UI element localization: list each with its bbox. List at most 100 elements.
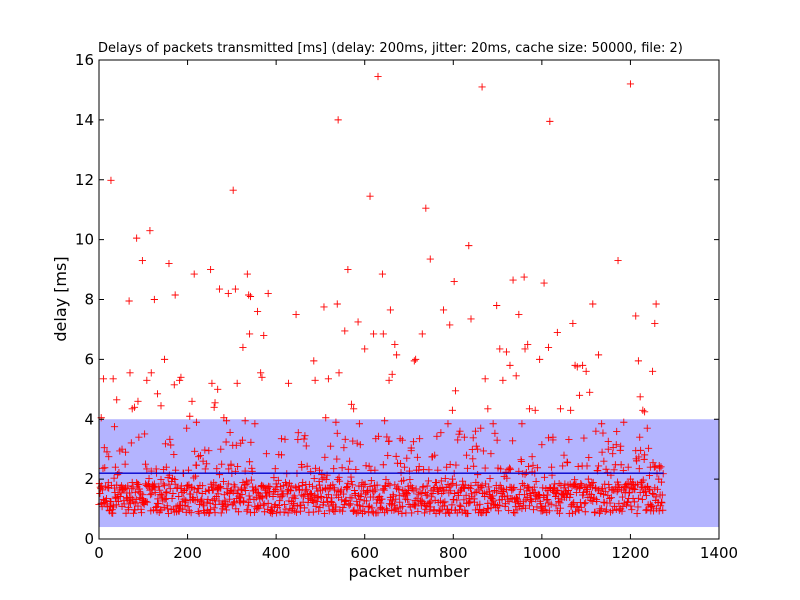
data-point-cloud [452, 481, 460, 489]
data-point-cloud [209, 496, 217, 504]
data-point-cloud [406, 475, 414, 484]
data-point-cloud [582, 499, 590, 507]
data-point-cloud [102, 494, 111, 503]
data-point-cloud [132, 495, 140, 504]
data-point [157, 402, 165, 410]
data-point-cloud [345, 501, 353, 509]
data-point-cloud [513, 494, 521, 502]
data-point [655, 462, 663, 470]
data-point-cloud [655, 507, 663, 515]
data-point [465, 242, 473, 250]
data-point [573, 363, 581, 371]
data-point-cloud [418, 489, 426, 498]
data-point [171, 291, 179, 299]
data-point-cloud [602, 506, 611, 514]
data-point-cloud [182, 497, 190, 505]
data-point [160, 355, 169, 363]
data-point-cloud [101, 464, 109, 472]
data-point-cloud [100, 498, 108, 507]
data-point-cloud [404, 496, 412, 504]
data-point-cloud [560, 484, 568, 492]
data-point [369, 330, 378, 338]
data-point-cloud [577, 503, 585, 511]
data-point-cloud [627, 502, 635, 510]
data-point-cloud [322, 475, 330, 484]
data-point-cloud [545, 507, 553, 515]
data-point [324, 375, 332, 383]
data-point [135, 433, 143, 441]
data-point-cloud [479, 447, 487, 455]
data-point-cloud [166, 435, 174, 443]
data-point-cloud [643, 506, 651, 514]
data-point-cloud [400, 463, 409, 471]
data-point-cloud [510, 483, 518, 492]
data-point-cloud [505, 506, 513, 515]
data-point-cloud [269, 507, 277, 516]
data-point-cloud [383, 507, 391, 515]
data-point-cloud [471, 488, 479, 497]
data-point [528, 453, 536, 461]
data-point-cloud [437, 477, 445, 485]
data-point-cloud [226, 495, 234, 503]
data-point-cloud [529, 461, 537, 469]
data-point [448, 406, 456, 414]
data-point-cloud [211, 509, 219, 517]
data-point-cloud [151, 488, 159, 497]
data-point-cloud [161, 440, 170, 448]
data-point-cloud [124, 482, 132, 490]
data-point [446, 321, 454, 329]
data-point-cloud [362, 462, 370, 470]
data-point-cloud [126, 500, 135, 508]
data-point-cloud [341, 497, 349, 506]
data-point-cloud [209, 486, 217, 494]
data-point-cloud [382, 475, 390, 484]
data-point [153, 390, 162, 398]
data-point [366, 192, 374, 200]
data-point [478, 83, 486, 91]
data-point-cloud [493, 436, 501, 444]
data-point-cloud [252, 484, 260, 492]
data-point-cloud [423, 482, 431, 490]
data-point [484, 405, 492, 413]
data-point-cloud [482, 480, 490, 488]
data-point-cloud [359, 502, 367, 510]
data-point [579, 361, 587, 369]
y-axis-label: delay [ms] [51, 256, 70, 341]
data-point-cloud [646, 486, 654, 494]
data-point-cloud [324, 491, 332, 499]
data-point-cloud [234, 508, 243, 516]
data-point-cloud [358, 479, 366, 487]
data-point [229, 186, 237, 194]
data-point-cloud [230, 499, 238, 507]
data-point [210, 403, 218, 411]
data-point-cloud [145, 474, 153, 483]
data-point-cloud [309, 508, 317, 516]
data-point-cloud [383, 433, 391, 441]
data-point-cloud [607, 494, 615, 502]
data-point-cloud [190, 474, 198, 482]
data-point-cloud [291, 494, 299, 502]
data-point [301, 432, 309, 440]
data-point [499, 376, 507, 384]
data-point-cloud [634, 503, 642, 511]
data-point-cloud [478, 481, 486, 490]
data-point-cloud [247, 476, 255, 484]
data-point-cloud [460, 484, 468, 493]
data-point [582, 367, 590, 375]
data-point-cloud [103, 503, 112, 511]
data-point-cloud [234, 462, 242, 471]
data-point-cloud [348, 481, 356, 489]
data-point-cloud [207, 505, 215, 513]
data-point [170, 381, 178, 389]
data-point-cloud [187, 509, 195, 517]
data-point-cloud [373, 481, 381, 489]
data-point-cloud [446, 460, 454, 469]
data-point [614, 256, 622, 265]
data-point-cloud [280, 500, 289, 509]
data-point-cloud [398, 502, 406, 510]
data-point-cloud [296, 486, 304, 494]
data-point [418, 330, 426, 338]
data-point-cloud [528, 497, 536, 506]
data-point-cloud [349, 437, 357, 445]
data-point-cloud [536, 491, 544, 499]
